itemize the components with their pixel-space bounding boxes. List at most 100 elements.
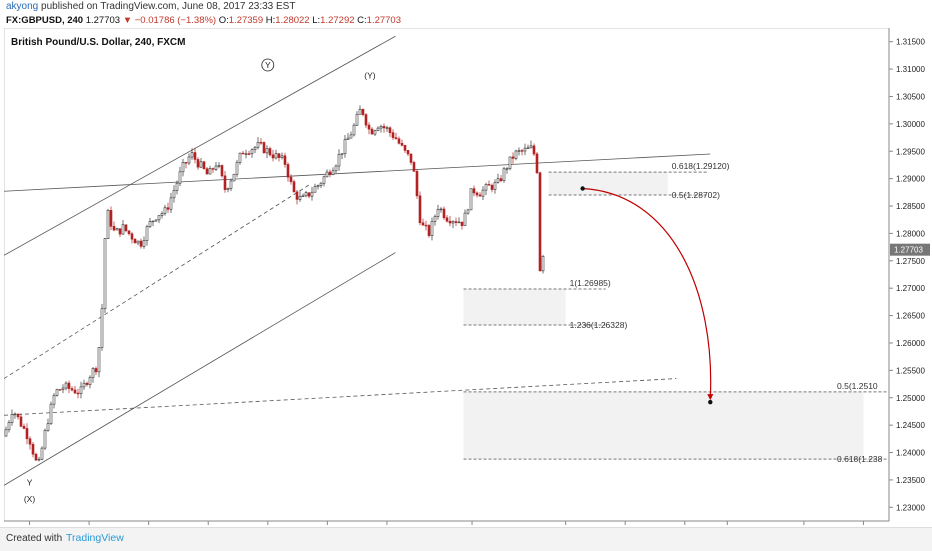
- candle-body: [340, 153, 344, 155]
- high-value: 1.28022: [275, 15, 310, 26]
- author-link[interactable]: akyong: [6, 1, 39, 12]
- candle-body: [517, 150, 521, 152]
- candle-body: [262, 142, 266, 154]
- candle-body: [421, 222, 425, 226]
- candle-body: [52, 395, 56, 405]
- candle-body: [208, 168, 212, 175]
- candle-body: [334, 165, 338, 172]
- candle-body: [178, 171, 182, 184]
- candle-body: [82, 382, 86, 388]
- candle-body: [202, 161, 206, 170]
- candle-body: [22, 426, 26, 429]
- candle-body: [385, 127, 389, 129]
- candle-body: [121, 224, 125, 235]
- footer-bar: Created with TradingView: [0, 527, 932, 551]
- candle-body: [367, 124, 371, 130]
- candle-body: [58, 389, 62, 391]
- candle-body: [292, 181, 296, 193]
- candle-body: [307, 192, 311, 197]
- price-axis: 1.31500 1.31000 1.30500 1.30000 1.29500 1.290…: [889, 38, 930, 512]
- candle-body: [523, 147, 527, 152]
- candle-body: [325, 171, 329, 178]
- candle-body: [247, 153, 251, 155]
- candle-body: [229, 180, 233, 189]
- candle-body: [331, 170, 335, 175]
- candle-body: [43, 430, 47, 449]
- candle-body: [193, 152, 197, 160]
- candle-body: [40, 447, 44, 460]
- candle-body: [352, 124, 356, 136]
- tradingview-logo[interactable]: TradingView: [66, 532, 124, 544]
- projection-curve: [582, 187, 712, 399]
- candle-body: [418, 195, 422, 224]
- price-chart[interactable]: British Pound/U.S. Dollar, 240, FXCM 0.6…: [3, 27, 930, 536]
- candle-body: [415, 171, 419, 197]
- candle-body: [31, 443, 35, 455]
- candle-body: [487, 184, 491, 186]
- candle-body: [301, 195, 305, 197]
- candle-body: [118, 228, 122, 235]
- candle-body: [37, 458, 41, 461]
- candle-body: [253, 146, 257, 150]
- candle-body: [76, 392, 80, 395]
- y-tick-label: 1.31000: [896, 65, 925, 74]
- candle-body: [67, 382, 71, 389]
- publish-info: akyong published on TradingView.com, Jun…: [6, 1, 295, 12]
- candle-body: [409, 153, 413, 163]
- candle-body: [49, 403, 53, 424]
- candle-body: [85, 382, 89, 385]
- candle-body: [532, 145, 536, 155]
- candle-body: [25, 428, 29, 440]
- candle-body: [94, 368, 98, 373]
- trendlines: [3, 35, 711, 486]
- candle-body: [349, 134, 353, 139]
- candle-body: [61, 387, 65, 390]
- candle-body: [19, 416, 23, 427]
- candle-body: [46, 423, 50, 431]
- candle-body: [478, 194, 482, 197]
- candle-body: [508, 156, 512, 169]
- candle-body: [127, 230, 131, 235]
- chart-area[interactable]: British Pound/U.S. Dollar, 240, FXCM 0.6…: [3, 27, 930, 540]
- candle-body: [451, 221, 455, 224]
- candle-body: [184, 162, 188, 164]
- candle-body: [226, 188, 230, 190]
- candle-body: [310, 191, 314, 197]
- candle-body: [64, 382, 68, 389]
- last-price-label: 1.27703: [894, 246, 923, 255]
- candle-body: [55, 389, 59, 396]
- candle-body: [259, 142, 263, 144]
- candle-body: [445, 217, 449, 222]
- candle-body: [466, 209, 470, 214]
- candle-body: [358, 108, 362, 115]
- candle-body: [490, 184, 494, 190]
- candle-body: [115, 228, 119, 231]
- candle-body: [133, 238, 137, 244]
- candle-body: [505, 168, 509, 170]
- candle-body: [220, 165, 224, 177]
- candle-body: [472, 188, 476, 194]
- candle-body: [160, 212, 164, 216]
- created-with-text: Created with: [6, 533, 63, 544]
- candle-body: [205, 168, 209, 175]
- candle-body: [7, 422, 11, 431]
- candle-body: [148, 221, 152, 227]
- candle-body: [124, 224, 128, 232]
- fib-zone-box: [548, 172, 668, 195]
- candle-body: [475, 192, 479, 196]
- candle-body: [304, 192, 308, 197]
- candle-body: [136, 240, 140, 244]
- candle-body: [235, 162, 239, 175]
- candle-body: [463, 212, 467, 226]
- candle-body: [166, 207, 170, 210]
- y-tick-label: 1.30000: [896, 120, 925, 129]
- candle-body: [295, 191, 299, 200]
- candle-body: [442, 208, 446, 219]
- candle-body: [388, 127, 392, 133]
- wave-label: Y: [265, 60, 271, 70]
- candle-body: [538, 172, 542, 272]
- candle-body: [34, 453, 38, 461]
- y-tick-label: 1.28000: [896, 229, 925, 238]
- candle-body: [424, 224, 428, 227]
- candle-body: [265, 148, 269, 154]
